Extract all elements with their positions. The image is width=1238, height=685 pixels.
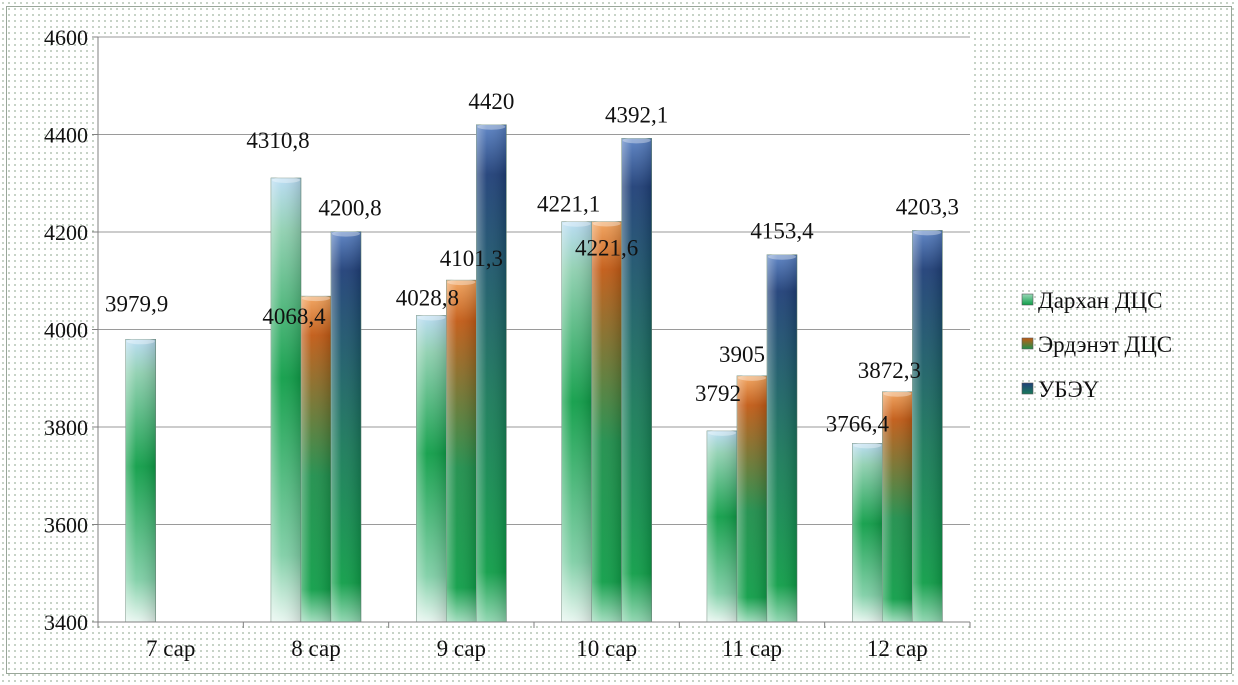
data-label: 3872,3 (858, 358, 921, 383)
bar-shine (912, 230, 943, 623)
bar-top-highlight (126, 338, 155, 345)
data-label: 4221,6 (575, 235, 638, 260)
y-axis-ticks: 3400 3600 3800 4000 4200 4400 4600 (44, 25, 98, 635)
data-label: 4153,4 (750, 219, 814, 244)
bar-shine (331, 231, 361, 623)
bar-shine (621, 138, 652, 622)
bar-top-highlight (883, 390, 912, 397)
bar-top-highlight (272, 176, 300, 183)
bars (125, 123, 943, 623)
bar-shine (707, 430, 737, 622)
data-label: 3766,4 (826, 411, 890, 436)
y-tick-label: 3800 (44, 415, 88, 440)
bar-shine (882, 391, 913, 622)
bar-top-highlight (768, 253, 796, 260)
bar-top-highlight (738, 374, 766, 381)
bar-top-highlight (562, 220, 591, 227)
x-tick-label: 11 сар (722, 636, 782, 661)
bar-top-highlight (913, 229, 942, 236)
data-label: 4068,4 (262, 304, 326, 329)
x-tick-label: 8 сар (291, 636, 340, 661)
bar-shine (476, 124, 507, 622)
y-tick-label: 4200 (44, 220, 88, 245)
bar-shine (737, 375, 767, 622)
bar-top-highlight (302, 295, 330, 302)
legend-label: Дархан ДЦС (1038, 288, 1163, 313)
x-tick-label: 7 сар (146, 636, 195, 661)
y-tick-label: 3600 (44, 513, 88, 538)
bar-top-highlight (592, 220, 621, 227)
data-label: 4101,3 (440, 246, 503, 271)
y-tick-label: 3400 (44, 610, 88, 635)
gridlines (98, 36, 970, 525)
legend-label: Эрдэнэт ДЦС (1038, 332, 1172, 357)
bar-top-highlight (417, 314, 446, 321)
bar-top-highlight (622, 137, 651, 144)
bar-shine (301, 296, 331, 622)
data-label: 3979,9 (105, 291, 168, 316)
legend: Дархан ДЦС Эрдэнэт ДЦС УБЭҮ (1021, 288, 1172, 402)
data-label: 4028,8 (396, 285, 459, 310)
x-tick-label: 12 сар (867, 636, 928, 661)
data-label: 4221,1 (537, 192, 600, 217)
data-label: 4420 (468, 89, 514, 114)
bar-shine (591, 221, 622, 622)
bar-top-highlight (332, 230, 360, 237)
bar-top-highlight (477, 123, 506, 130)
bar-shine (561, 221, 592, 622)
data-labels: 3979,9 4310,8 4028,8 4221,1 3792 3766,4 4068,4… (105, 89, 959, 437)
x-tick-label: 9 сар (437, 636, 486, 661)
data-label: 3792 (695, 381, 741, 406)
data-label: 4392,1 (605, 102, 668, 127)
x-tick-label: 10 сар (576, 636, 637, 661)
data-label: 4200,8 (318, 196, 381, 221)
bar-shine (446, 280, 477, 622)
y-tick-label: 4000 (44, 318, 88, 343)
data-label: 4310,8 (246, 128, 309, 153)
bar-shine (125, 339, 156, 622)
bar-shine (271, 177, 301, 623)
y-tick-label: 4400 (44, 123, 88, 148)
bar-shine (767, 254, 797, 622)
data-label: 4203,3 (896, 194, 959, 219)
legend-swatch (1021, 293, 1034, 306)
bar-shine (852, 443, 883, 622)
bar-top-highlight (708, 429, 736, 436)
legend-swatch (1021, 382, 1034, 395)
x-axis-ticks: 7 сар 8 сар 9 сар 10 сар 11 сар 12 сар (97, 622, 971, 661)
bar-shine (416, 315, 447, 622)
y-tick-label: 4600 (44, 25, 88, 50)
bar-top-highlight (853, 442, 882, 449)
data-label: 3905 (719, 342, 765, 367)
legend-label: УБЭҮ (1038, 377, 1100, 402)
legend-swatch (1021, 337, 1034, 350)
bar-top-highlight (447, 279, 476, 286)
